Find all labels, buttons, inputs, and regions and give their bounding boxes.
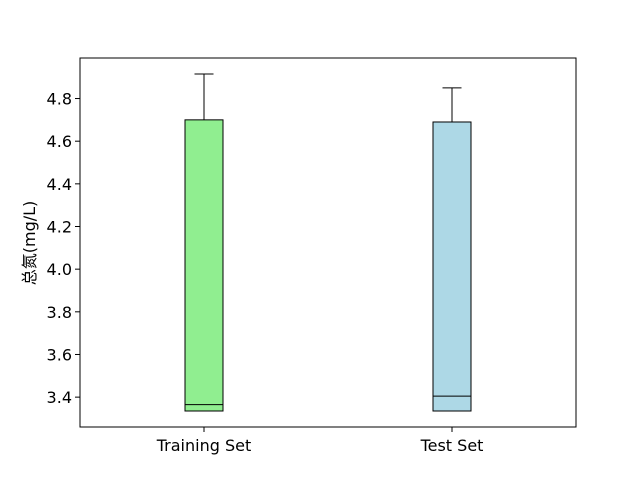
y-axis-label-group: 总氮(mg/L) (20, 201, 39, 286)
plot-frame (79, 57, 577, 428)
box-test-set (432, 87, 472, 412)
y-tick-label: 3.8 (47, 303, 72, 322)
y-tick-label: 4.2 (47, 218, 72, 237)
y-tick-label: 4.6 (47, 132, 72, 151)
y-tick-label: 3.4 (47, 388, 72, 407)
box-body (184, 119, 224, 412)
y-tick-label: 3.6 (47, 345, 72, 364)
x-ticks: Training Set Test Set (156, 427, 484, 455)
y-tick-label: 4.0 (47, 260, 72, 279)
box-body (432, 121, 472, 412)
y-tick-label: 4.8 (47, 90, 72, 109)
y-axis-label: 总氮(mg/L) (20, 201, 39, 286)
x-tick-label: Training Set (156, 436, 252, 455)
box-training-set (184, 73, 224, 412)
boxes (184, 73, 472, 412)
y-ticks: 3.4 3.6 3.8 4.0 4.2 4.4 4.6 4.8 (47, 90, 80, 407)
y-tick-label: 4.4 (47, 175, 72, 194)
x-tick-label: Test Set (420, 436, 484, 455)
